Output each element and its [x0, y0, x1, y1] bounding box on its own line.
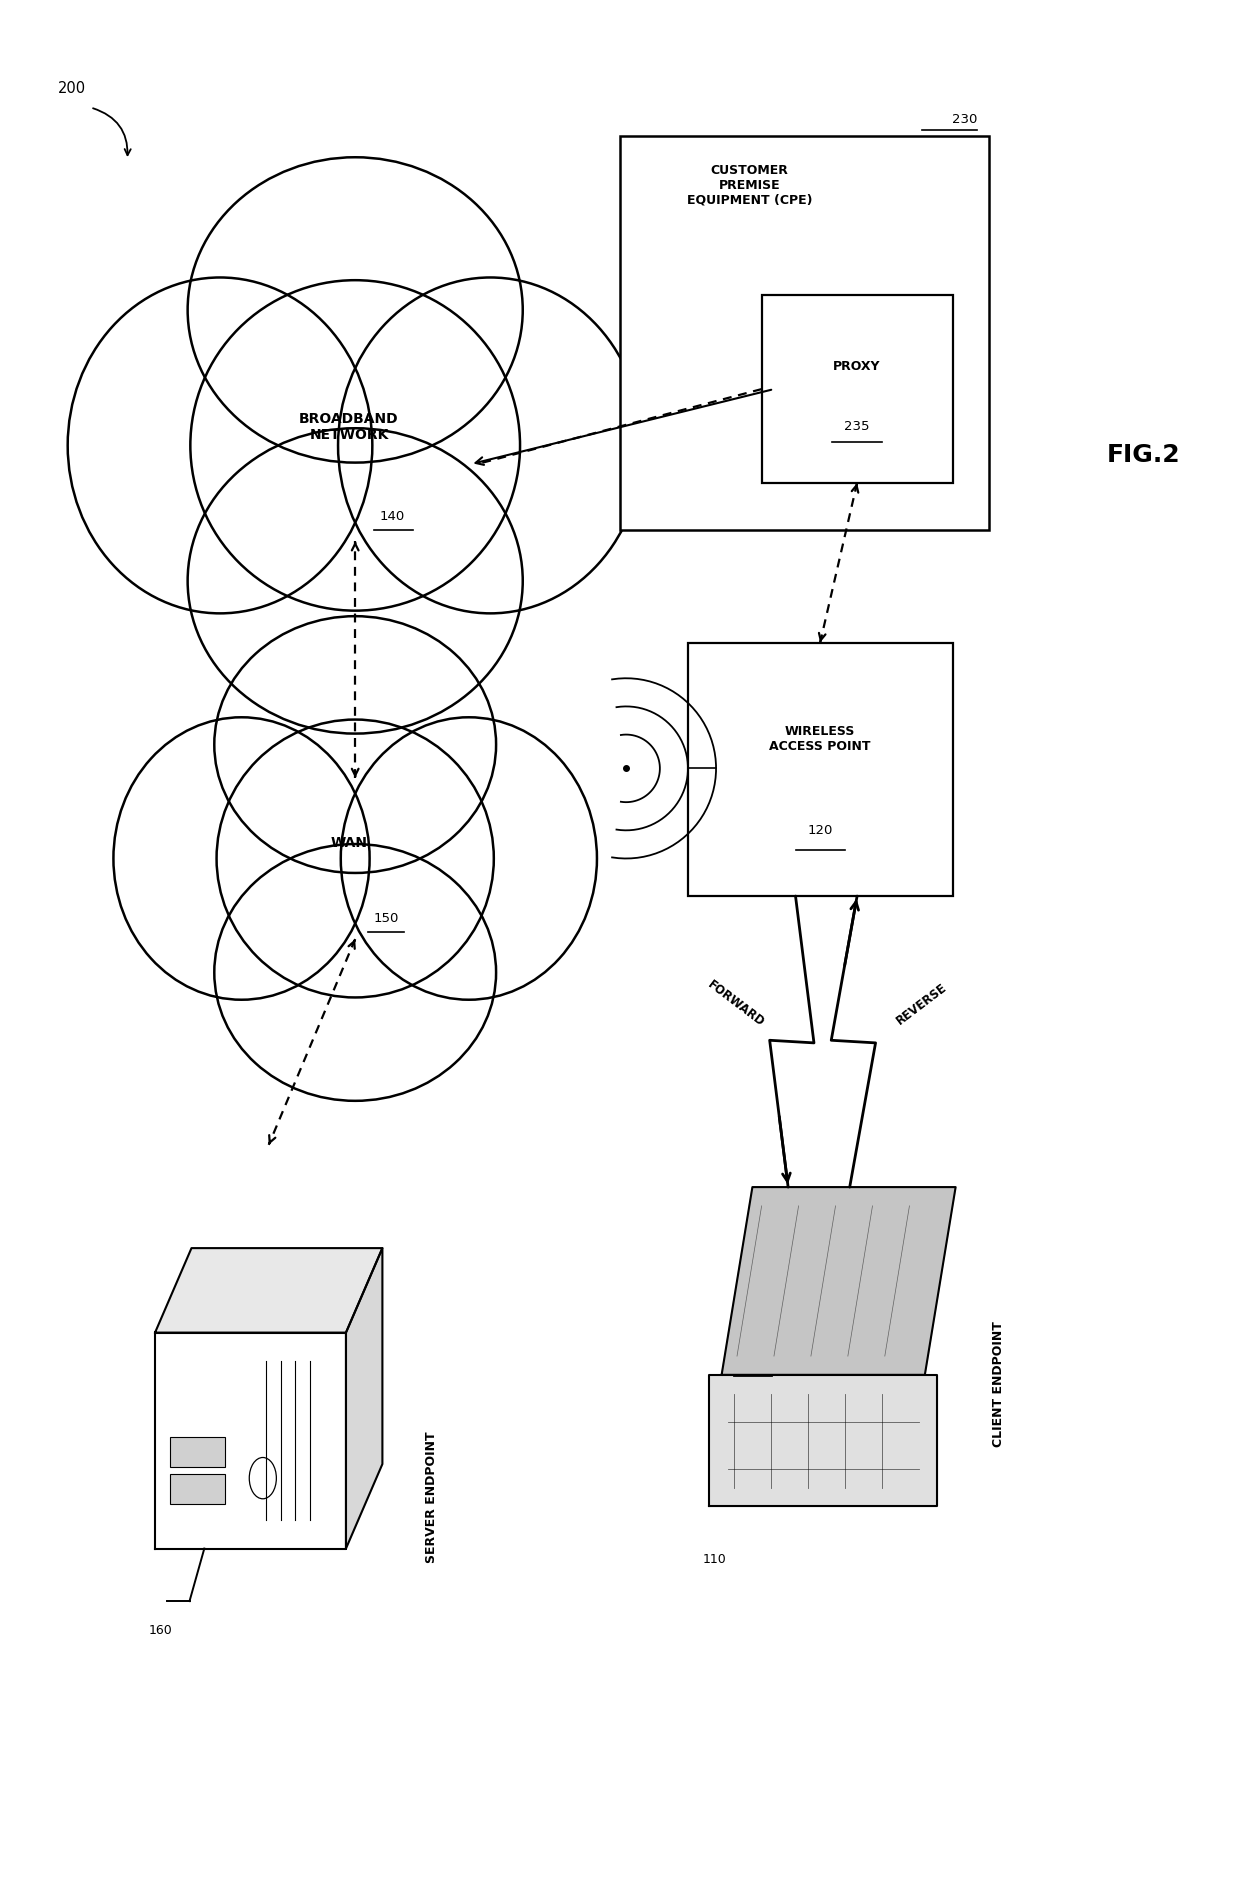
FancyBboxPatch shape [170, 1475, 226, 1505]
Text: SERVER ENDPOINT: SERVER ENDPOINT [425, 1431, 438, 1563]
Ellipse shape [215, 845, 496, 1101]
Ellipse shape [190, 281, 520, 611]
Ellipse shape [217, 720, 494, 998]
FancyBboxPatch shape [170, 1437, 226, 1467]
Ellipse shape [187, 428, 523, 734]
Text: BROADBAND
NETWORK: BROADBAND NETWORK [299, 411, 399, 441]
Polygon shape [722, 1186, 956, 1375]
Text: CLIENT ENDPOINT: CLIENT ENDPOINT [992, 1322, 1006, 1447]
FancyBboxPatch shape [620, 136, 990, 530]
Polygon shape [155, 1249, 382, 1333]
Text: 120: 120 [807, 824, 833, 837]
Ellipse shape [113, 717, 370, 1000]
Text: 140: 140 [379, 511, 404, 522]
Text: 110: 110 [703, 1554, 727, 1565]
Text: REVERSE: REVERSE [893, 981, 949, 1028]
Text: FIG.2: FIG.2 [1106, 443, 1180, 468]
Ellipse shape [187, 157, 523, 462]
Text: 160: 160 [149, 1624, 172, 1637]
Text: FORWARD: FORWARD [706, 979, 768, 1030]
Ellipse shape [215, 617, 496, 873]
Text: CUSTOMER
PREMISE
EQUIPMENT (CPE): CUSTOMER PREMISE EQUIPMENT (CPE) [687, 164, 812, 207]
Polygon shape [709, 1375, 937, 1507]
FancyBboxPatch shape [761, 296, 952, 483]
Ellipse shape [339, 277, 642, 613]
Text: 230: 230 [952, 113, 977, 126]
Text: WAN: WAN [331, 837, 367, 851]
Text: WIRELESS
ACCESS POINT: WIRELESS ACCESS POINT [769, 724, 870, 753]
Polygon shape [155, 1333, 346, 1548]
Ellipse shape [341, 717, 596, 1000]
Polygon shape [346, 1249, 382, 1548]
FancyBboxPatch shape [688, 643, 952, 896]
Text: 150: 150 [373, 913, 399, 926]
Text: 235: 235 [844, 421, 869, 434]
Text: PROXY: PROXY [833, 360, 880, 373]
Ellipse shape [68, 277, 372, 613]
Text: 200: 200 [58, 81, 86, 96]
